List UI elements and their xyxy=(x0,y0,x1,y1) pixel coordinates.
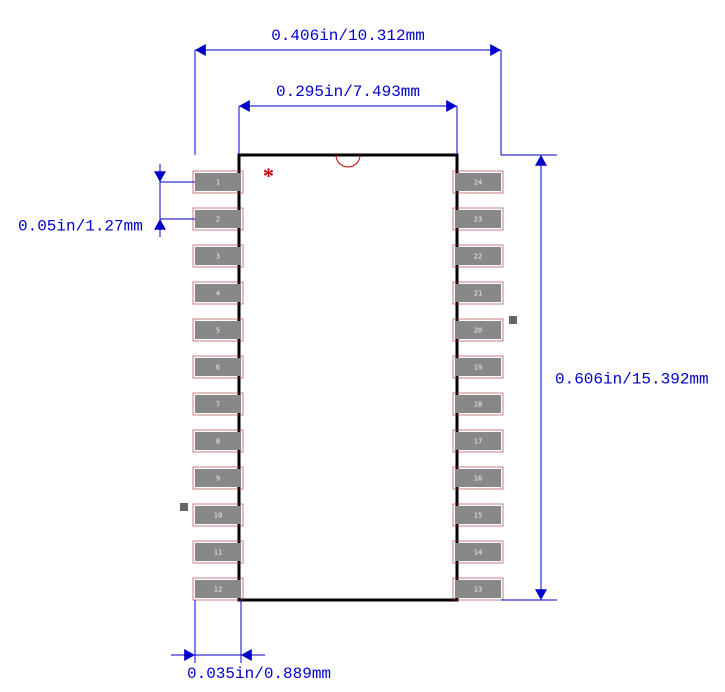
svg-text:3: 3 xyxy=(216,253,220,261)
package-footprint-diagram: * 1 24 2 23 3 22 4 21 5 20 6 19 7 18 8 17 9 16 10 15 11 14 12 13… xyxy=(0,0,725,692)
svg-text:14: 14 xyxy=(474,549,482,557)
svg-text:6: 6 xyxy=(216,364,220,372)
svg-text:18: 18 xyxy=(474,401,482,409)
svg-text:2: 2 xyxy=(216,216,220,224)
dim-pitch: 0.05in/1.27mm xyxy=(18,218,143,236)
svg-text:1: 1 xyxy=(216,179,220,187)
svg-text:19: 19 xyxy=(474,364,482,372)
svg-text:9: 9 xyxy=(216,475,220,483)
svg-text:4: 4 xyxy=(216,290,220,298)
svg-text:21: 21 xyxy=(474,290,482,298)
svg-text:13: 13 xyxy=(474,586,482,594)
svg-text:5: 5 xyxy=(216,327,220,335)
svg-text:12: 12 xyxy=(214,586,222,594)
pin1-marker: * xyxy=(263,163,274,188)
dim-pad-width: 0.035in/0.889mm xyxy=(187,665,331,683)
dim-overall-width: 0.406in/10.312mm xyxy=(271,27,425,45)
svg-text:8: 8 xyxy=(216,438,220,446)
svg-text:23: 23 xyxy=(474,216,482,224)
svg-text:24: 24 xyxy=(474,179,482,187)
svg-text:15: 15 xyxy=(474,512,482,520)
svg-text:7: 7 xyxy=(216,401,220,409)
dim-body-width: 0.295in/7.493mm xyxy=(276,83,420,101)
dim-overall-height: 0.606in/15.392mm xyxy=(555,371,709,389)
svg-text:16: 16 xyxy=(474,475,482,483)
svg-text:20: 20 xyxy=(474,327,482,335)
svg-text:22: 22 xyxy=(474,253,482,261)
svg-text:11: 11 xyxy=(214,549,222,557)
svg-text:10: 10 xyxy=(214,512,222,520)
svg-text:17: 17 xyxy=(474,438,482,446)
